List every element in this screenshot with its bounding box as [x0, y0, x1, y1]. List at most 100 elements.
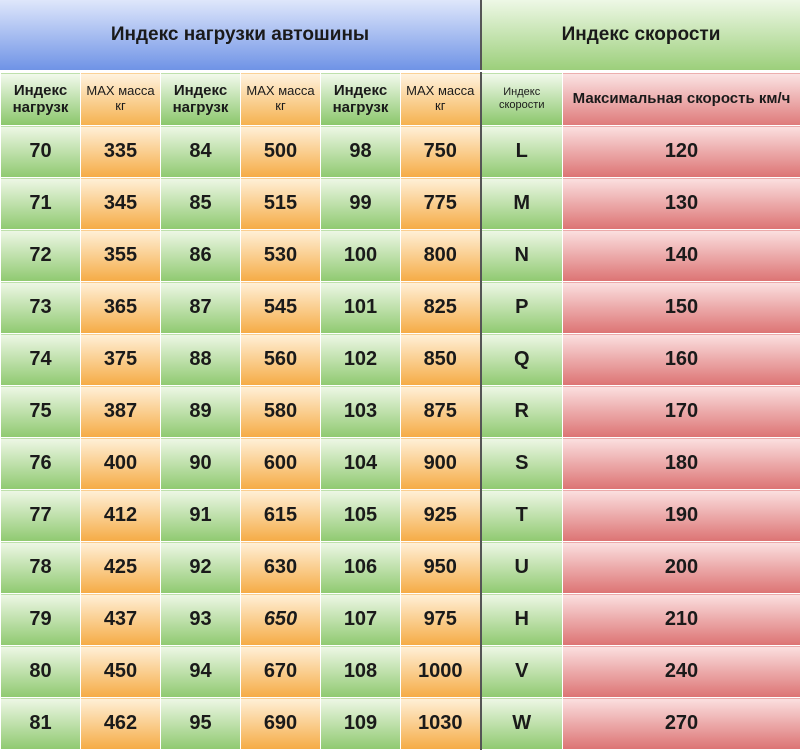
max-mass-cell: 375 — [80, 333, 161, 386]
max-mass-cell: 425 — [80, 541, 161, 594]
load-index-cell: 109 — [320, 697, 401, 750]
table-row: 80 450 94 670 108 1000 V 240 — [0, 645, 800, 698]
max-mass-cell: 950 — [400, 541, 481, 594]
col-max-mass-1: MAX масса кг — [80, 72, 161, 126]
load-index-cell: 106 — [320, 541, 401, 594]
max-mass-cell: 775 — [400, 177, 481, 230]
table-row: 75 387 89 580 103 875 R 170 — [0, 385, 800, 438]
load-index-cell: 75 — [0, 385, 81, 438]
load-index-cell: 92 — [160, 541, 241, 594]
max-mass-cell: 1030 — [400, 697, 481, 750]
table-row: 70 335 84 500 98 750 L 120 — [0, 125, 800, 178]
load-index-cell: 73 — [0, 281, 81, 334]
speed-index-cell: P — [479, 281, 563, 334]
table-row: 72 355 86 530 100 800 N 140 — [0, 229, 800, 282]
max-mass-cell: 500 — [240, 125, 321, 178]
max-speed-cell: 200 — [562, 541, 800, 594]
max-mass-cell: 615 — [240, 489, 321, 542]
max-speed-cell: 240 — [562, 645, 800, 698]
col-max-speed: Максимальная скорость км/ч — [562, 72, 800, 126]
table-row: 73 365 87 545 101 825 P 150 — [0, 281, 800, 334]
load-index-cell: 74 — [0, 333, 81, 386]
speed-index-cell: Q — [479, 333, 563, 386]
load-index-cell: 95 — [160, 697, 241, 750]
load-index-cell: 78 — [0, 541, 81, 594]
max-speed-cell: 140 — [562, 229, 800, 282]
load-index-cell: 70 — [0, 125, 81, 178]
index-table: Индекс нагрузк MAX масса кг Индекс нагру… — [0, 72, 800, 750]
speed-index-cell: S — [479, 437, 563, 490]
max-mass-cell: 462 — [80, 697, 161, 750]
load-index-cell: 107 — [320, 593, 401, 646]
load-index-cell: 91 — [160, 489, 241, 542]
load-index-cell: 93 — [160, 593, 241, 646]
max-mass-cell: 690 — [240, 697, 321, 750]
speed-index-cell: N — [479, 229, 563, 282]
max-mass-cell: 600 — [240, 437, 321, 490]
max-speed-cell: 180 — [562, 437, 800, 490]
speed-index-cell: R — [479, 385, 563, 438]
load-index-cell: 100 — [320, 229, 401, 282]
load-index-cell: 102 — [320, 333, 401, 386]
speed-index-cell: T — [479, 489, 563, 542]
table-row: 77 412 91 615 105 925 T 190 — [0, 489, 800, 542]
max-mass-cell: 1000 — [400, 645, 481, 698]
max-mass-cell: 450 — [80, 645, 161, 698]
load-index-cell: 105 — [320, 489, 401, 542]
load-index-cell: 103 — [320, 385, 401, 438]
max-speed-cell: 190 — [562, 489, 800, 542]
max-speed-cell: 210 — [562, 593, 800, 646]
speed-index-cell: H — [479, 593, 563, 646]
max-mass-cell: 580 — [240, 385, 321, 438]
load-index-cell: 101 — [320, 281, 401, 334]
speed-index-cell: M — [479, 177, 563, 230]
max-mass-cell: 387 — [80, 385, 161, 438]
col-load-index-2: Индекс нагрузк — [160, 72, 241, 126]
max-mass-cell: 800 — [400, 229, 481, 282]
load-index-cell: 76 — [0, 437, 81, 490]
max-speed-cell: 170 — [562, 385, 800, 438]
max-speed-cell: 160 — [562, 333, 800, 386]
max-mass-cell: 400 — [80, 437, 161, 490]
max-mass-cell: 630 — [240, 541, 321, 594]
speed-index-cell: V — [479, 645, 563, 698]
table-row: 78 425 92 630 106 950 U 200 — [0, 541, 800, 594]
load-index-cell: 80 — [0, 645, 81, 698]
max-mass-cell: 412 — [80, 489, 161, 542]
load-index-title: Индекс нагрузки автошины — [0, 0, 480, 70]
load-index-cell: 71 — [0, 177, 81, 230]
load-index-cell: 79 — [0, 593, 81, 646]
max-mass-cell: 925 — [400, 489, 481, 542]
table-row: 81 462 95 690 109 1030 W 270 — [0, 697, 800, 750]
speed-index-cell: U — [479, 541, 563, 594]
load-index-cell: 94 — [160, 645, 241, 698]
max-mass-cell: 670 — [240, 645, 321, 698]
column-header-row: Индекс нагрузк MAX масса кг Индекс нагру… — [0, 72, 800, 126]
load-index-cell: 72 — [0, 229, 81, 282]
load-index-cell: 77 — [0, 489, 81, 542]
load-index-cell: 108 — [320, 645, 401, 698]
table-row: 71 345 85 515 99 775 M 130 — [0, 177, 800, 230]
table-row: 74 375 88 560 102 850 Q 160 — [0, 333, 800, 386]
load-index-cell: 90 — [160, 437, 241, 490]
load-index-cell: 87 — [160, 281, 241, 334]
max-mass-cell: 335 — [80, 125, 161, 178]
max-speed-cell: 270 — [562, 697, 800, 750]
load-index-cell: 98 — [320, 125, 401, 178]
max-mass-cell: 530 — [240, 229, 321, 282]
max-mass-cell: 515 — [240, 177, 321, 230]
load-index-cell: 86 — [160, 229, 241, 282]
col-max-mass-2: MAX масса кг — [240, 72, 321, 126]
col-speed-index: Индекс скорости — [479, 72, 563, 126]
max-mass-cell: 750 — [400, 125, 481, 178]
speed-index-cell: W — [479, 697, 563, 750]
load-index-cell: 85 — [160, 177, 241, 230]
col-load-index-1: Индекс нагрузк — [0, 72, 81, 126]
load-index-cell: 81 — [0, 697, 81, 750]
max-mass-cell: 365 — [80, 281, 161, 334]
col-max-mass-3: MAX масса кг — [400, 72, 481, 126]
max-mass-cell: 650 — [240, 593, 321, 646]
max-mass-cell: 560 — [240, 333, 321, 386]
load-index-cell: 104 — [320, 437, 401, 490]
